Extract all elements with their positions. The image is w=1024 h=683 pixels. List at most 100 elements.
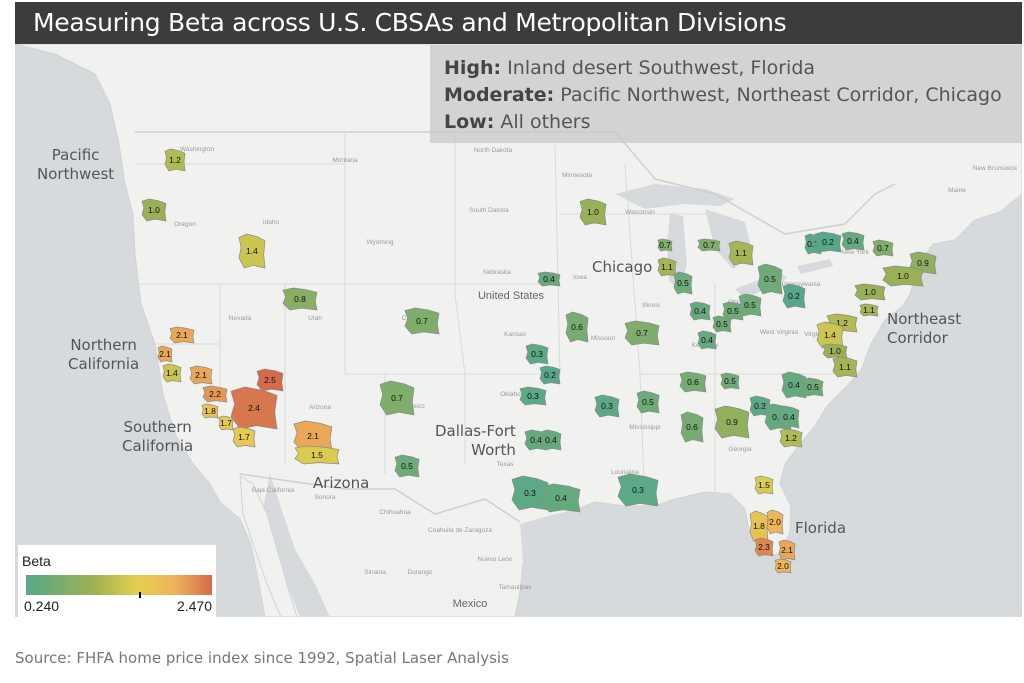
metro-shape[interactable] [854,283,886,301]
metro-shape[interactable] [404,307,440,335]
metro-area[interactable]: 0.5 [712,315,732,333]
metro-shape[interactable] [673,271,693,295]
metro-area[interactable]: 1.4 [238,233,266,269]
metro-shape[interactable] [624,320,660,346]
metro-area[interactable]: 1.1 [832,356,858,378]
metro-shape[interactable] [882,265,924,287]
metro-area[interactable]: 0.4 [697,330,717,350]
metro-area[interactable]: 0.4 [781,371,807,399]
metro-area[interactable]: 0.4 [689,301,711,321]
metro-shape[interactable] [238,233,266,269]
metro-shape[interactable] [778,405,800,429]
metro-area[interactable]: 1.0 [882,265,924,287]
metro-shape[interactable] [697,238,721,252]
metro-area[interactable]: 1.4 [162,363,182,383]
metro-shape[interactable] [779,428,803,448]
metro-shape[interactable] [394,454,420,478]
metro-area[interactable]: 0.6 [679,371,707,393]
metro-area[interactable]: 1.5 [294,445,340,465]
metro-shape[interactable] [814,231,842,253]
metro-area[interactable]: 2.4 [230,386,278,430]
metro-area[interactable]: 0.7 [657,238,673,252]
metro-shape[interactable] [256,368,284,392]
metro-area[interactable]: 0.4 [778,405,800,429]
metro-area[interactable]: 1.0 [854,283,886,301]
metro-area[interactable]: 0.2 [539,365,561,385]
metro-shape[interactable] [657,238,673,252]
metro-area[interactable]: 1.1 [657,257,677,277]
metro-area[interactable]: 2.2 [202,385,228,403]
metro-area[interactable]: 0.6 [565,311,589,343]
metro-area[interactable]: 0.2 [814,231,842,253]
metro-shape[interactable] [872,239,894,257]
metro-area[interactable]: 1.5 [754,475,774,495]
metro-area[interactable]: 0.6 [680,411,704,443]
metro-area[interactable]: 0.5 [636,390,660,414]
metro-area[interactable]: 0.9 [714,405,750,439]
metro-shape[interactable] [525,343,549,365]
metro-area[interactable]: 2.0 [774,558,792,574]
metro-area[interactable]: 0.5 [673,271,693,295]
metro-shape[interactable] [539,365,561,385]
metro-area[interactable]: 0.4 [841,231,865,251]
metro-area[interactable]: 0.4 [537,271,561,287]
metro-shape[interactable] [766,509,784,535]
metro-area[interactable]: 1.0 [579,198,607,226]
metro-area[interactable]: 1.8 [201,403,219,419]
metro-area[interactable]: 0.2 [782,283,806,309]
metro-area[interactable]: 0.8 [282,287,318,311]
metro-shape[interactable] [189,365,213,385]
metro-shape[interactable] [722,301,744,321]
metro-shape[interactable] [282,287,318,311]
metro-shape[interactable] [636,390,660,414]
metro-shape[interactable] [164,148,186,172]
metro-area[interactable]: 0.5 [722,301,744,321]
metro-shape[interactable] [232,426,256,448]
metro-area[interactable]: 1.7 [232,426,256,448]
metro-shape[interactable] [565,311,589,343]
metro-shape[interactable] [859,303,879,317]
metro-area[interactable]: 2.1 [169,326,195,344]
metro-shape[interactable] [230,386,278,430]
metro-shape[interactable] [782,283,806,309]
metro-area[interactable]: 0.3 [594,394,620,418]
metro-area[interactable]: 1.2 [164,148,186,172]
metro-area[interactable]: 1.0 [822,343,848,359]
metro-area[interactable]: 0.7 [872,239,894,257]
metro-area[interactable]: 2.1 [189,365,213,385]
metro-shape[interactable] [201,403,219,419]
metro-area[interactable]: 0.5 [757,263,783,295]
metro-shape[interactable] [169,326,195,344]
metro-area[interactable]: 0.3 [519,386,547,406]
metro-shape[interactable] [679,371,707,393]
metro-area[interactable]: 0.4 [541,483,581,513]
metro-shape[interactable] [541,483,581,513]
metro-shape[interactable] [519,386,547,406]
metro-shape[interactable] [841,231,865,251]
metro-shape[interactable] [594,394,620,418]
metro-shape[interactable] [781,371,807,399]
metro-area[interactable]: 1.2 [779,428,803,448]
metro-shape[interactable] [689,301,711,321]
metro-shape[interactable] [754,475,774,495]
metro-area[interactable]: 0.5 [802,377,824,397]
metro-shape[interactable] [712,315,732,333]
metro-shape[interactable] [162,363,182,383]
metro-shape[interactable] [680,411,704,443]
metro-shape[interactable] [774,558,792,574]
metro-area[interactable]: 0.3 [511,475,549,511]
metro-area[interactable]: 0.7 [379,380,415,416]
metro-area[interactable]: 2.1 [157,345,173,363]
metro-area[interactable]: 0.5 [720,372,740,390]
metro-area[interactable]: 0.7 [624,320,660,346]
metro-area[interactable]: 0.5 [738,293,762,317]
metro-shape[interactable] [802,377,824,397]
metro-shape[interactable] [697,330,717,350]
metro-area[interactable]: 0.3 [525,343,549,365]
metro-area[interactable]: 0.7 [404,307,440,335]
metro-area[interactable]: 0.5 [394,454,420,478]
metro-shape[interactable] [617,473,659,507]
metro-area[interactable]: 1.1 [728,240,754,266]
metro-area[interactable]: 1.7 [218,415,234,431]
metro-shape[interactable] [728,240,754,266]
